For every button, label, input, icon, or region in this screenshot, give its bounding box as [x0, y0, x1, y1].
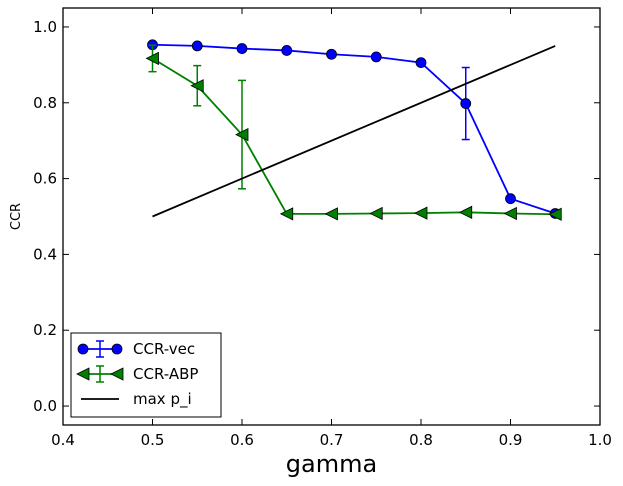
data-point — [460, 98, 472, 109]
data-point — [279, 207, 294, 221]
data-point — [191, 40, 203, 52]
data-point — [326, 48, 337, 60]
data-point — [369, 206, 383, 221]
data-point — [505, 193, 516, 205]
legend: CCR-vec CCR-ABP max p_i — [70, 332, 222, 418]
y-tick-label: 0.2 — [33, 321, 57, 339]
data-point — [236, 43, 248, 54]
plot-data — [145, 39, 562, 221]
data-point — [281, 45, 293, 56]
series-2 — [152, 45, 556, 218]
legend-entry: CCR-vec — [77, 340, 195, 358]
legend-entry: CCR-ABP — [76, 365, 198, 383]
series-line — [152, 45, 556, 218]
legend-box — [70, 332, 222, 418]
series-1 — [145, 44, 562, 221]
legend-marker — [76, 367, 90, 381]
data-point — [458, 205, 473, 219]
y-tick-label: 1.0 — [33, 18, 57, 36]
x-tick-label: 0.4 — [51, 431, 75, 449]
legend-marker — [110, 367, 124, 381]
x-axis-title: gamma — [286, 450, 377, 478]
data-point — [190, 79, 204, 93]
data-point — [548, 207, 562, 221]
legend-entry: max p_i — [81, 390, 192, 409]
data-point — [324, 207, 338, 221]
legend-items: CCR-vec CCR-ABP max p_i — [76, 340, 198, 409]
legend-label: CCR-ABP — [133, 365, 198, 383]
data-point — [414, 206, 428, 220]
x-tick-label: 0.5 — [141, 431, 165, 449]
y-tick-label: 0.8 — [33, 94, 57, 112]
x-tick-label: 0.6 — [230, 431, 254, 449]
series-line — [152, 43, 556, 215]
x-tick-label: 0.7 — [320, 431, 344, 449]
y-tick-label: 0.4 — [33, 245, 57, 263]
y-axis-title: CCR — [9, 203, 24, 230]
series-line — [152, 57, 556, 216]
axis-ticks: 0.4 0.5 0.6 0.7 0.8 0.9 1.0 0.0 0.2 0.4 0.6 0.8 1.0 — [33, 8, 612, 449]
data-point — [415, 57, 427, 68]
legend-marker — [77, 343, 89, 355]
legend-label: CCR-vec — [133, 340, 195, 358]
x-tick-label: 0.8 — [409, 431, 433, 449]
legend-label: max p_i — [133, 390, 192, 409]
y-tick-label: 0.6 — [33, 170, 57, 188]
legend-marker — [111, 343, 123, 355]
x-tick-label: 0.9 — [499, 431, 523, 449]
series-0 — [147, 39, 561, 219]
y-tick-label: 0.0 — [33, 397, 57, 415]
data-point — [235, 127, 249, 142]
data-point — [503, 206, 517, 221]
x-tick-label: 1.0 — [588, 431, 612, 449]
data-point — [145, 51, 159, 66]
data-point — [370, 51, 382, 63]
